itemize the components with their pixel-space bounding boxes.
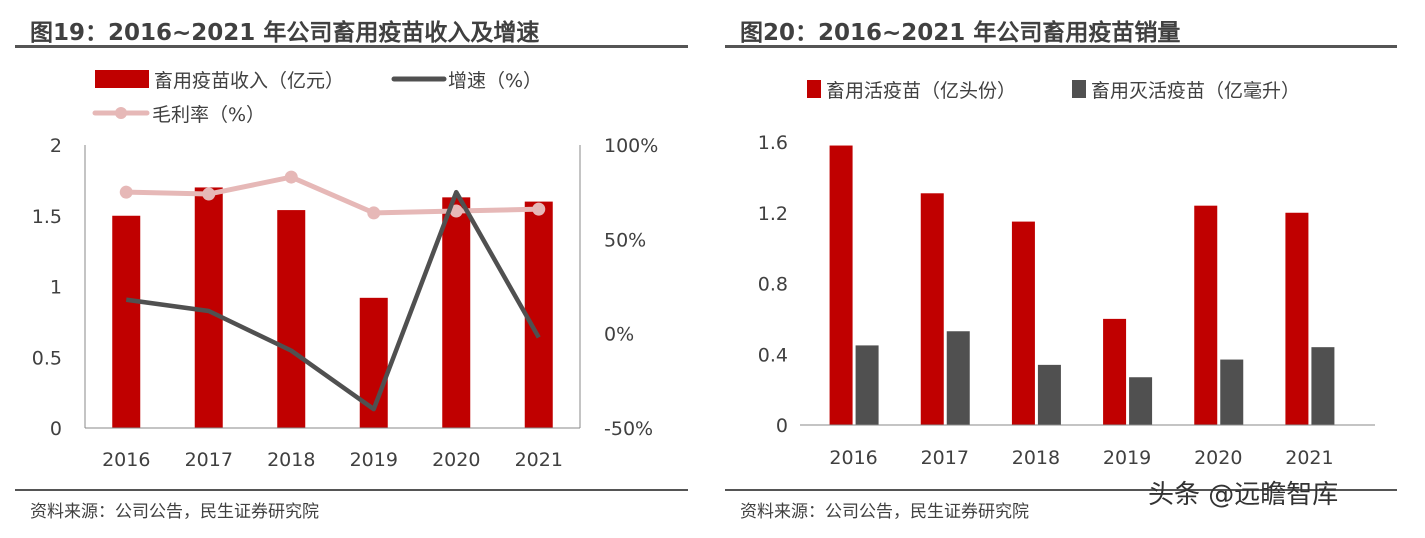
y-left-tick-label: 1: [50, 277, 62, 299]
bar-live-vaccine: [1103, 318, 1127, 425]
point-gross-margin: [119, 185, 133, 199]
legend-swatch-revenue: [95, 70, 149, 88]
bar-inactivated-vaccine: [1311, 347, 1335, 425]
point-gross-margin: [284, 170, 298, 184]
legend-marker-margin: [115, 107, 127, 119]
x-tick-label: 2021: [515, 449, 563, 471]
source-note-right: 资料来源：公司公告，民生证券研究院: [740, 502, 1029, 522]
bar-revenue: [524, 201, 553, 428]
x-tick-label: 2021: [1285, 447, 1333, 469]
legend-swatch-live: [807, 80, 821, 98]
bar-inactivated-vaccine: [1037, 364, 1061, 425]
y-tick-label: 1.2: [758, 203, 788, 225]
chart-right-plot: 0 0.4 0.8 1.2 1.6 2016 2017 2018 2019 2020 2021: [758, 132, 1375, 469]
bar-live-vaccine: [1194, 205, 1218, 425]
y-left-tick-label: 2: [50, 135, 62, 157]
x-tick-label: 2019: [350, 449, 398, 471]
bar-revenue: [442, 197, 471, 428]
y-tick-label: 0: [776, 415, 788, 437]
x-tick-label: 2020: [432, 449, 480, 471]
line-growth: [125, 189, 541, 412]
point-gross-margin: [367, 206, 381, 220]
bar-inactivated-vaccine: [946, 331, 970, 425]
bar-live-vaccine: [1285, 212, 1309, 425]
bar-live-vaccine: [1011, 221, 1035, 425]
source-note-left: 资料来源：公司公告，民生证券研究院: [30, 502, 319, 522]
x-tick-label: 2016: [102, 449, 150, 471]
y-tick-label: 0.8: [758, 274, 788, 296]
x-tick-label: 2018: [1012, 447, 1060, 469]
point-gross-margin: [532, 202, 546, 216]
title-rule-left: [15, 45, 688, 48]
legend-label-inactivated: 畜用灭活疫苗（亿毫升）: [1091, 80, 1300, 102]
y-tick-label: 0.4: [758, 344, 788, 366]
watermark-text: 头条 @远瞻智库: [1148, 480, 1338, 510]
chart-title-left: 图19：2016~2021 年公司畜用疫苗收入及增速: [30, 19, 539, 46]
x-tick-label: 2016: [829, 447, 877, 469]
bar-revenue: [112, 215, 141, 428]
legend-label-live: 畜用活疫苗（亿头份）: [826, 80, 1016, 102]
y-right-tick-label: 0%: [604, 324, 634, 346]
point-gross-margin: [202, 187, 216, 201]
bar-revenue: [277, 210, 306, 428]
chart-title-right: 图20：2016~2021 年公司畜用疫苗销量: [740, 19, 1180, 46]
x-tick-label: 2018: [267, 449, 315, 471]
x-tick-label: 2017: [185, 449, 233, 471]
y-right-tick-label: -50%: [604, 418, 653, 440]
bar-live-vaccine: [829, 145, 853, 425]
y-left-tick-label: 0: [50, 418, 62, 440]
legend-swatch-inactivated: [1072, 80, 1086, 98]
bar-inactivated-vaccine: [1129, 377, 1153, 425]
x-tick-label: 2019: [1103, 447, 1151, 469]
line-gross-margin: [126, 174, 539, 216]
legend-label-margin: 毛利率（%）: [152, 104, 265, 126]
y-left-tick-label: 0.5: [32, 347, 62, 369]
title-rule-right: [725, 45, 1397, 48]
legend-label-revenue: 畜用疫苗收入（亿元）: [154, 70, 344, 92]
point-gross-margin: [449, 204, 463, 218]
bar-live-vaccine: [920, 193, 944, 425]
chart-left-plot: 0 0.5 1 1.5 2 -50% 0% 50% 100% 2016 2017 2018 2019 20…: [32, 135, 659, 471]
x-tick-label: 2017: [921, 447, 969, 469]
bar-inactivated-vaccine: [1220, 359, 1244, 425]
y-right-tick-label: 100%: [604, 135, 658, 157]
footer-rule-right: [725, 489, 1397, 491]
footer-rule-left: [15, 489, 688, 491]
y-right-tick-label: 50%: [604, 229, 646, 251]
legend-label-growth: 增速（%）: [448, 70, 542, 92]
bar-inactivated-vaccine: [855, 345, 879, 425]
x-tick-label: 2020: [1194, 447, 1242, 469]
y-tick-label: 1.6: [758, 132, 788, 154]
y-left-tick-label: 1.5: [32, 206, 62, 228]
